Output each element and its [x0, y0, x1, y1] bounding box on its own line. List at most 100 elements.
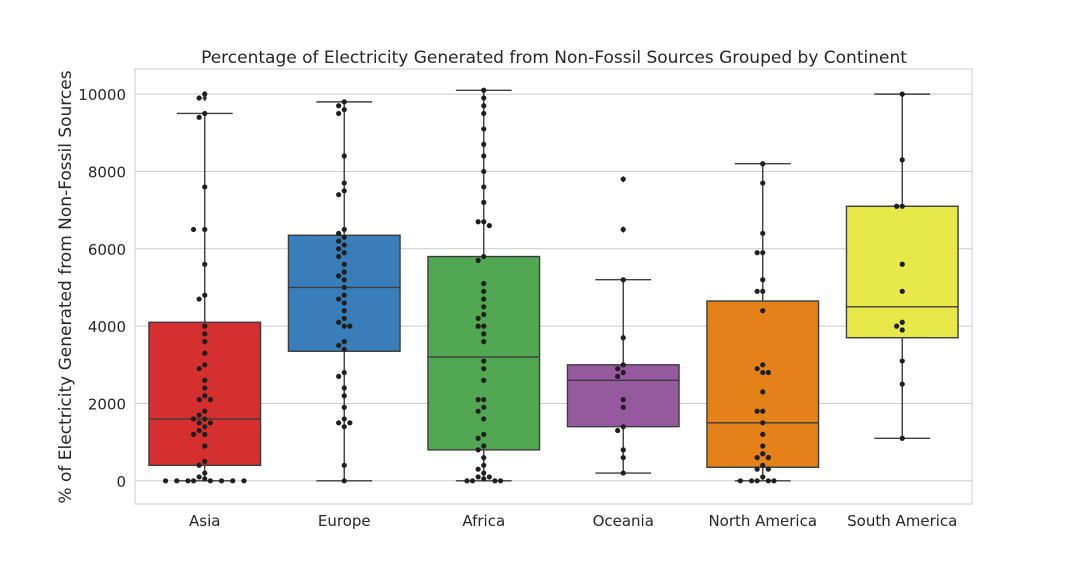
- data-point-2-26: [481, 366, 487, 372]
- data-point-2-17: [481, 296, 487, 302]
- data-point-1-13: [336, 246, 342, 252]
- data-point-0-38: [190, 478, 197, 484]
- x-tick-label-1: Europe: [318, 512, 371, 530]
- data-point-0-12: [202, 339, 208, 345]
- data-point-2-0: [481, 87, 487, 93]
- data-point-0-14: [202, 362, 208, 368]
- data-point-1-19: [341, 277, 347, 283]
- box-4: [706, 300, 820, 468]
- y-tick-label-2: 4000: [88, 318, 126, 336]
- data-point-2-31: [475, 408, 481, 414]
- data-point-0-8: [202, 292, 208, 298]
- data-point-4-13: [760, 389, 766, 395]
- data-point-2-7: [481, 168, 487, 175]
- data-point-0-11: [202, 331, 208, 337]
- data-point-4-24: [765, 466, 771, 472]
- data-point-0-7: [202, 261, 208, 267]
- data-point-1-22: [336, 296, 342, 302]
- y-tick-label-5: 10000: [78, 86, 126, 104]
- x-tick-label-4: North America: [708, 512, 817, 530]
- x-tick-label-3: Oceania: [593, 512, 654, 530]
- data-point-3-13: [620, 455, 626, 461]
- data-point-3-7: [615, 373, 621, 379]
- data-point-1-28: [347, 323, 353, 329]
- data-point-3-11: [615, 427, 621, 434]
- data-point-0-20: [207, 397, 213, 403]
- data-point-2-41: [475, 474, 481, 480]
- data-point-2-35: [481, 443, 487, 449]
- data-point-2-16: [481, 288, 487, 294]
- data-point-2-1: [481, 95, 487, 101]
- data-point-1-38: [336, 420, 342, 426]
- plot-area: 0 2000 4000 6000 8000 10000 Asia Europe Africa Oc…: [78, 68, 973, 530]
- data-point-2-25: [481, 358, 487, 364]
- y-tick-label-3: 6000: [88, 241, 126, 259]
- data-point-2-39: [475, 466, 481, 472]
- data-point-0-16: [202, 377, 208, 383]
- data-point-1-25: [341, 315, 347, 321]
- data-point-2-9: [481, 199, 487, 205]
- data-point-4-12: [765, 369, 771, 376]
- data-point-0-27: [202, 424, 208, 430]
- outlier-0-1: [202, 94, 208, 102]
- data-point-1-0: [341, 99, 347, 105]
- data-point-1-15: [336, 253, 342, 260]
- data-point-4-21: [765, 455, 771, 461]
- data-point-2-14: [475, 257, 481, 263]
- data-point-2-24: [481, 339, 487, 345]
- data-point-1-29: [341, 339, 347, 345]
- data-point-5-6: [899, 319, 905, 325]
- data-point-1-36: [341, 404, 347, 410]
- box-5: [845, 205, 959, 339]
- data-point-2-22: [475, 323, 481, 329]
- data-point-2-18: [481, 304, 487, 310]
- data-point-0-1: [196, 95, 202, 101]
- data-point-5-0: [899, 91, 905, 97]
- data-point-0-0: [202, 91, 208, 97]
- data-point-1-40: [341, 424, 347, 430]
- data-point-1-3: [336, 110, 342, 117]
- x-tick-label-5: South America: [847, 512, 957, 530]
- data-point-1-26: [336, 319, 342, 325]
- data-point-1-5: [341, 180, 347, 186]
- data-point-2-33: [481, 431, 487, 437]
- plot-frame: [134, 68, 973, 505]
- data-point-1-27: [341, 323, 347, 329]
- data-point-2-19: [481, 311, 487, 318]
- y-tick-label-0: 0: [116, 473, 126, 491]
- data-point-0-25: [196, 420, 202, 426]
- data-point-2-21: [481, 323, 487, 329]
- data-point-2-37: [481, 455, 487, 461]
- data-point-2-43: [481, 476, 487, 482]
- data-point-0-17: [202, 385, 208, 391]
- data-point-2-30: [481, 404, 487, 410]
- data-point-1-11: [336, 238, 342, 244]
- data-point-1-33: [336, 373, 342, 379]
- data-point-4-5: [760, 277, 766, 283]
- data-point-0-35: [196, 474, 202, 480]
- data-point-2-36: [475, 447, 481, 453]
- data-point-3-8: [620, 397, 626, 403]
- data-point-2-42: [486, 474, 492, 480]
- data-point-4-27: [765, 478, 771, 484]
- data-point-5-11: [899, 435, 905, 441]
- data-point-2-44: [469, 478, 476, 484]
- y-axis-label: % of Electricity Generated from Non-Foss…: [56, 70, 76, 503]
- data-point-3-3: [620, 335, 626, 341]
- data-point-5-8: [899, 327, 905, 333]
- data-point-5-2: [899, 203, 905, 209]
- data-point-3-0: [620, 176, 626, 182]
- data-point-1-32: [341, 369, 347, 376]
- data-point-3-10: [620, 424, 626, 430]
- data-point-1-18: [336, 273, 342, 279]
- data-point-0-18: [202, 393, 208, 399]
- data-point-1-14: [341, 250, 347, 256]
- data-point-0-29: [202, 431, 208, 437]
- data-point-3-1: [620, 226, 626, 233]
- data-point-0-26: [207, 420, 213, 426]
- data-point-0-40: [218, 478, 225, 484]
- data-point-2-8: [481, 184, 487, 190]
- data-point-1-31: [341, 346, 347, 352]
- data-point-3-14: [620, 470, 626, 476]
- data-point-1-39: [347, 420, 353, 426]
